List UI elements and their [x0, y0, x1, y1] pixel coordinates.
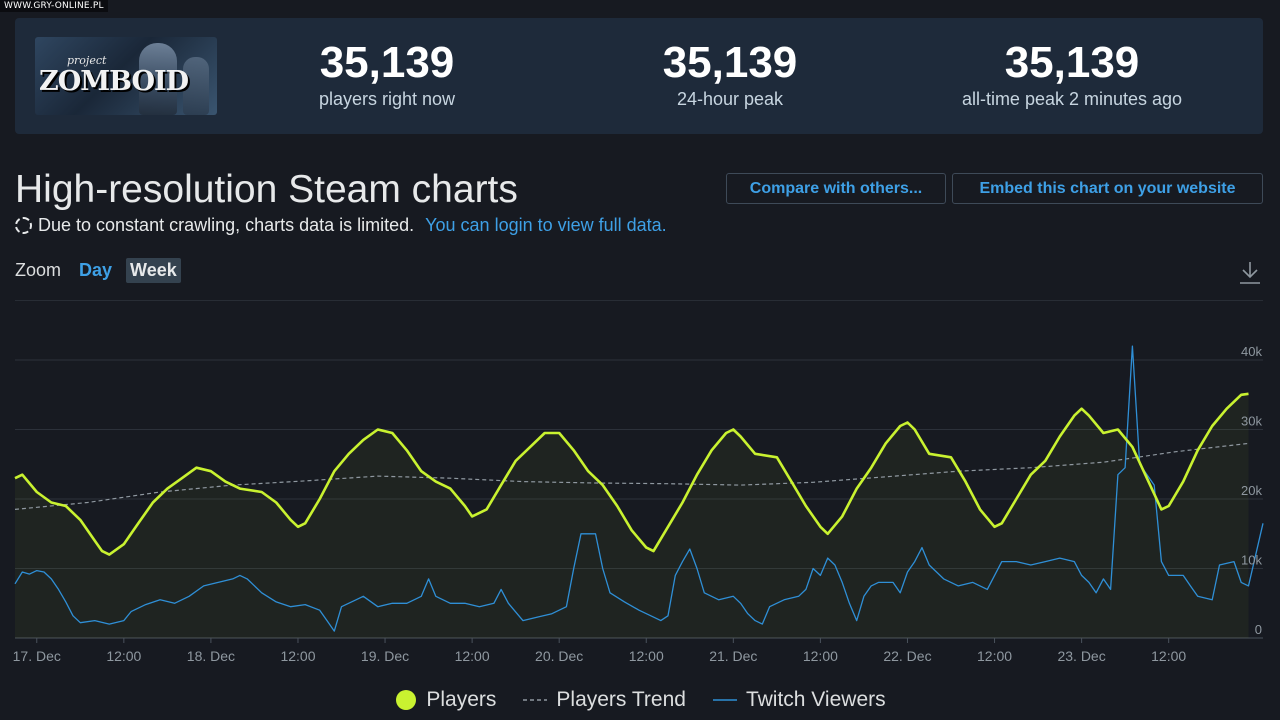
stat-value: 35,139 [319, 38, 455, 87]
legend-label: Players [426, 688, 497, 711]
data-limit-notice: Due to constant crawling, charts data is… [15, 215, 667, 236]
legend-label: Players Trend [556, 688, 686, 711]
legend-label: Twitch Viewers [745, 688, 886, 711]
series-twitch-viewers [14, 345, 1264, 632]
x-tick-label: 19. Dec [361, 648, 409, 664]
x-tick-label: 12:00 [803, 648, 838, 664]
x-tick-label: 12:00 [1151, 648, 1186, 664]
legend-item-players[interactable]: Players [394, 688, 496, 712]
x-tick-label: 12:00 [280, 648, 315, 664]
zoom-day-button[interactable]: Day [79, 260, 113, 280]
chart-legend: Players Players Trend Twitch Viewers [0, 688, 1280, 712]
stat-value: 35,139 [1004, 38, 1140, 87]
loading-circle-icon [15, 217, 32, 234]
login-link[interactable]: You can login to view full data. [425, 215, 667, 235]
download-icon[interactable] [1238, 259, 1262, 287]
x-tick-label: 12:00 [455, 648, 490, 664]
compare-button[interactable]: Compare with others... [726, 173, 946, 204]
watermark: WWW.GRY-ONLINE.PL [0, 0, 108, 12]
players-area [15, 393, 1249, 638]
y-tick-label: 40k [1241, 344, 1262, 359]
stat-label: all-time peak 2 minutes ago [961, 89, 1183, 109]
stats-panel: project ZOMBOID 35,139 players right now… [15, 18, 1263, 134]
x-tick-label: 22. Dec [883, 648, 931, 664]
zoom-label: Zoom [15, 260, 62, 280]
legend-trend-marker [523, 699, 548, 701]
legend-twitch-marker [712, 699, 737, 701]
x-tick-label: 23. Dec [1057, 648, 1105, 664]
series-players-trend [14, 442, 1249, 510]
stat-24h-peak: 35,139 24-hour peak [570, 38, 890, 110]
x-tick-label: 12:00 [977, 648, 1012, 664]
x-tick-label: 12:00 [106, 648, 141, 664]
y-tick-label: 0 [1255, 622, 1262, 637]
series-players [14, 392, 1249, 556]
y-tick-label: 10k [1241, 553, 1262, 568]
x-tick-label: 20. Dec [535, 648, 583, 664]
embed-chart-button[interactable]: Embed this chart on your website [952, 173, 1263, 204]
notice-text: Due to constant crawling, charts data is… [38, 215, 415, 235]
legend-item-trend[interactable]: Players Trend [522, 688, 686, 712]
logo-figure-secondary [183, 57, 209, 115]
logo-text-big: ZOMBOID [39, 66, 189, 97]
zoom-week-button[interactable]: Week [126, 258, 181, 283]
stat-players-now: 35,139 players right now [227, 38, 547, 110]
page-title: High-resolution Steam charts [15, 168, 518, 211]
x-tick-label: 21. Dec [709, 648, 757, 664]
x-tick-label: 18. Dec [187, 648, 235, 664]
y-tick-label: 30k [1241, 414, 1262, 429]
stat-all-time-peak: 35,139 all-time peak 2 minutes ago [912, 38, 1232, 110]
logo-figure [139, 43, 177, 115]
y-tick-label: 20k [1241, 483, 1262, 498]
game-logo[interactable]: project ZOMBOID [35, 37, 217, 115]
x-tick-label: 17. Dec [13, 648, 61, 664]
stat-label: players right now [318, 89, 456, 109]
stat-value: 35,139 [662, 38, 798, 87]
player-chart[interactable]: 0 10k 20k 30k 40k 17. Dec 12:00 18. Dec 12:00 19… [0, 300, 1280, 720]
legend-players-marker [396, 690, 417, 710]
stat-label: 24-hour peak [676, 89, 784, 109]
x-tick-label: 12:00 [629, 648, 664, 664]
logo-text-small: project [67, 54, 107, 67]
legend-item-twitch[interactable]: Twitch Viewers [712, 688, 886, 712]
zoom-controls: Zoom Day Week [15, 258, 181, 283]
